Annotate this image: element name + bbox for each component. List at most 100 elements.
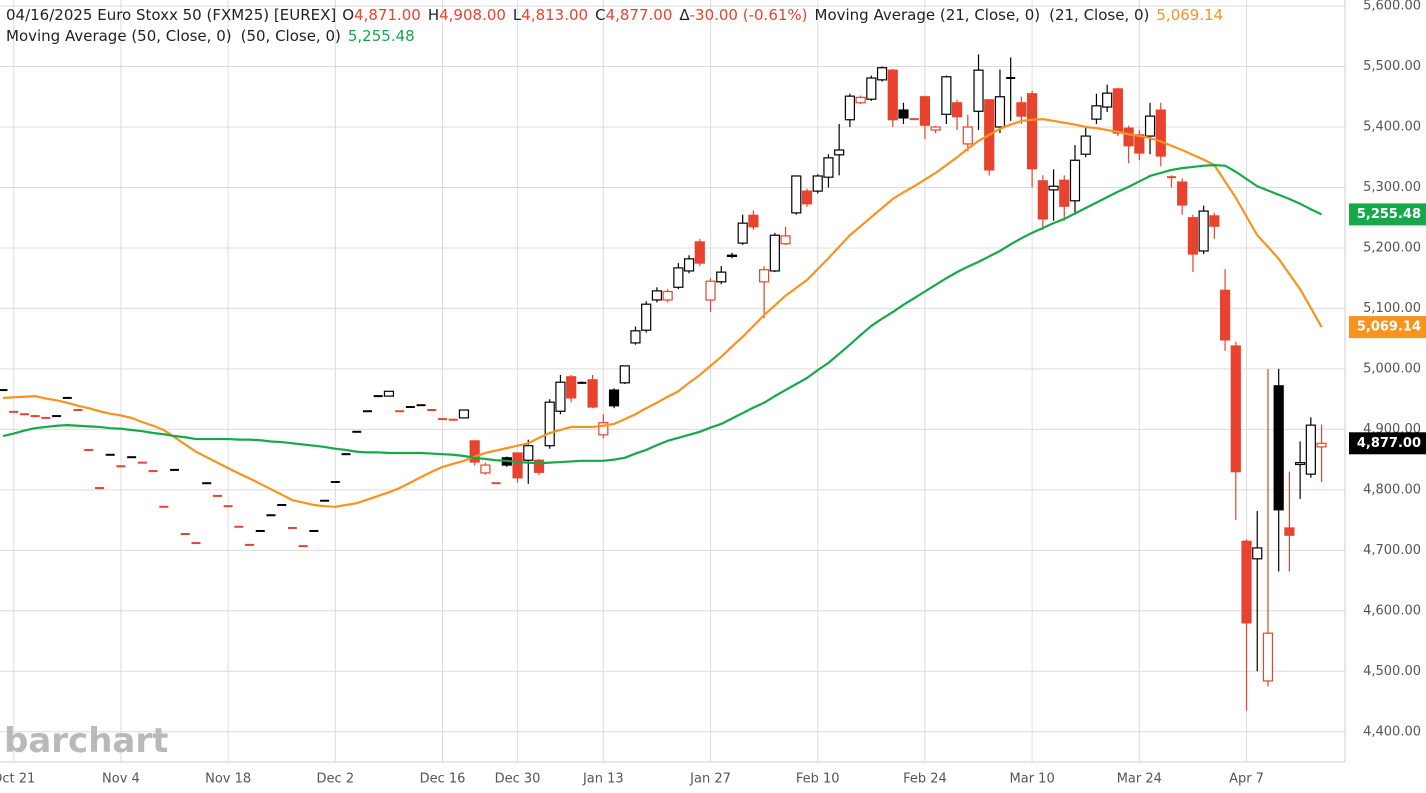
y-tick-label: 5,300.00 <box>1363 180 1421 195</box>
candle-body <box>383 390 395 397</box>
candle-body <box>887 69 898 121</box>
close-label: C <box>595 6 605 24</box>
candle-body <box>458 409 470 419</box>
candle-body <box>876 67 888 81</box>
candle-body <box>801 190 813 205</box>
candle-body <box>608 389 620 407</box>
open-value: 4,871.00 <box>354 6 421 24</box>
candle-body <box>791 175 802 214</box>
candle-body <box>480 464 491 474</box>
x-tick-label: Oct 21 <box>0 772 35 787</box>
candle-body <box>866 77 877 100</box>
candle-body <box>1252 547 1263 560</box>
candle-body <box>994 96 1006 128</box>
candle-body <box>716 271 727 283</box>
candle-body <box>823 157 834 178</box>
candle-body <box>855 96 866 104</box>
candle-body <box>748 214 759 228</box>
candle-body <box>919 96 931 126</box>
candle-body <box>1284 527 1295 536</box>
low-value: 4,813.00 <box>521 6 588 24</box>
candle-body <box>673 267 684 288</box>
candle-body <box>1059 179 1070 207</box>
candle-body <box>641 303 652 331</box>
candle-body <box>834 149 845 156</box>
grid <box>0 0 1345 762</box>
last-value-tag <box>1349 316 1426 339</box>
y-tick-label: 4,500.00 <box>1363 664 1421 679</box>
legend-ma21-value: 5,069.14 <box>1156 6 1223 24</box>
candle-body <box>1262 632 1274 682</box>
candle-body <box>951 102 963 118</box>
candle-body <box>1316 442 1327 448</box>
candle-body <box>1016 102 1027 117</box>
candle-body <box>1177 181 1188 206</box>
x-tick-label: Mar 24 <box>1117 772 1162 787</box>
candle-body <box>737 222 748 244</box>
marks <box>0 54 1327 711</box>
y-tick-label: 5,500.00 <box>1363 59 1421 74</box>
legend-ma50-inputs: (50, Close, 0) <box>241 27 341 45</box>
y-tick-label: 5,600.00 <box>1363 0 1421 14</box>
candle-body <box>587 379 598 408</box>
x-tick-label: Dec 16 <box>420 772 466 787</box>
candle-body <box>533 459 545 473</box>
x-tick-label: Apr 7 <box>1229 772 1264 787</box>
last-price-tag-label: 4,877.00 <box>1357 436 1421 451</box>
candle-body <box>512 452 523 479</box>
x-tick-label: Feb 24 <box>903 772 947 787</box>
candle-body <box>898 109 909 119</box>
candle-body <box>1241 540 1252 624</box>
header-line-1: 04/16/2025 Euro Stoxx 50 (FXM25) [EUREX]… <box>6 6 1223 24</box>
change-value: -30.00 (-0.61%) <box>690 6 808 24</box>
open-label: O <box>342 6 354 24</box>
candle-body <box>1187 217 1199 255</box>
legend-ma50-name: Moving Average (50, Close, 0) <box>6 27 232 45</box>
candle-body <box>1091 105 1102 120</box>
candle-body <box>1273 385 1284 511</box>
candle-body <box>780 235 791 245</box>
candle-body <box>469 440 480 463</box>
candle-body <box>566 376 577 399</box>
candle-body <box>523 445 534 461</box>
watermark: barchart <box>4 721 168 761</box>
candle-body <box>630 330 641 344</box>
high-label: H <box>428 6 439 24</box>
candle-body <box>651 290 663 301</box>
y-tick-label: 5,200.00 <box>1363 240 1421 255</box>
candle-body <box>1069 159 1081 202</box>
x-tick-label: Jan 13 <box>582 772 624 787</box>
candle-body <box>544 401 555 447</box>
candle-body <box>1155 109 1166 157</box>
candle-body <box>1144 115 1156 137</box>
low-label: L <box>513 6 522 24</box>
header-title: 04/16/2025 Euro Stoxx 50 (FXM25) [EUREX] <box>6 6 336 24</box>
y-tick-label: 4,600.00 <box>1363 603 1421 618</box>
candle-body <box>1102 92 1113 108</box>
candle-body <box>844 95 855 121</box>
candle-body <box>705 280 716 301</box>
x-tick-label: Dec 30 <box>495 772 541 787</box>
candle-body <box>1198 210 1209 252</box>
candle-body <box>1295 462 1306 466</box>
x-tick-label: Jan 27 <box>689 772 731 787</box>
candle-body <box>1112 88 1123 134</box>
y-tick-label: 5,400.00 <box>1363 120 1421 135</box>
candle-body <box>1048 185 1059 191</box>
last-price-tag <box>1349 432 1426 455</box>
y-tick-label: 4,700.00 <box>1363 543 1421 558</box>
candle-body <box>1027 93 1038 170</box>
x-tick-label: Dec 2 <box>317 772 355 787</box>
candle-body <box>973 69 984 112</box>
legend-ma21-name: Moving Average (21, Close, 0) <box>815 6 1041 24</box>
candle-body <box>694 241 705 264</box>
x-tick-label: Mar 10 <box>1010 772 1055 787</box>
candle-body <box>1209 215 1220 227</box>
candle-body <box>769 234 780 272</box>
y-tick-label: 4,400.00 <box>1363 724 1421 739</box>
candle-body <box>962 126 973 145</box>
candle-body <box>555 381 566 412</box>
candle-body <box>812 175 823 192</box>
